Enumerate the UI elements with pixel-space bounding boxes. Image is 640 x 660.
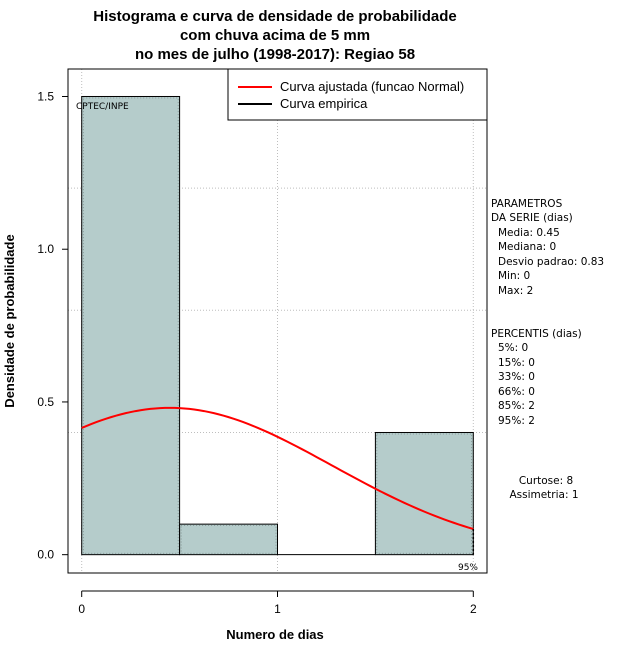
histogram-bar-3 [374,431,474,556]
percentile-95-label: 95% [458,563,478,573]
y-tick-label-0: 0.0 [37,548,54,562]
assimetria-label: Assimetria: 1 [509,489,578,501]
percentil-33: 33%: 0 [498,371,535,383]
x-tick-label-0: 0 [78,602,85,616]
y-tick-label-1: 0.5 [37,395,54,409]
fitted-normal-curve [81,406,474,530]
percentil-85: 85%: 2 [498,400,535,412]
legend-fitted-label: Curva ajustada (funcao Normal) [280,79,464,94]
curves [81,406,475,555]
histogram-bar-1 [179,523,278,556]
histogram-bars [81,95,474,556]
param-mediana: Mediana: 0 [498,241,556,253]
title-line-1: Histograma e curva de densidade de proba… [93,8,456,25]
statistics-panel: PARAMETROS DA SERIE (dias) Media: 0.45 M… [491,198,604,501]
y-tick-label-3: 1.5 [37,89,54,103]
curtose-label: Curtose: 8 [519,475,573,487]
percentil-66: 66%: 0 [498,386,535,398]
params-header-2: DA SERIE (dias) [491,212,573,224]
legend: Curva ajustada (funcao Normal) Curva emp… [227,68,488,121]
x-tick-label-2: 2 [470,602,477,616]
percentil-5: 5%: 0 [498,342,528,354]
histogram-bar-inner-3 [376,433,473,554]
percentil-15: 15%: 0 [498,357,535,369]
percentis-header: PERCENTIS (dias) [491,328,582,340]
title-line-2: com chuva acima de 5 mm [180,27,370,44]
histogram-bar-inner-1 [180,525,277,554]
params-header-1: PARAMETROS [491,198,563,210]
legend-box [227,68,488,121]
legend-empirical-label: Curva empirica [280,96,368,111]
param-desvio: Desvio padrao: 0.83 [498,256,604,268]
param-max: Max: 2 [498,285,533,297]
percentil-95: 95%: 2 [498,415,535,427]
source-label: CPTEC/INPE [76,102,129,112]
y-tick-label-2: 1.0 [37,242,54,256]
x-tick-label-1: 1 [274,602,281,616]
param-media: Media: 0.45 [498,227,560,239]
histogram-bar-inner-0 [82,97,179,554]
axes: 0 1 2 0.0 0.5 1.0 1.5 [37,89,477,616]
param-min: Min: 0 [498,270,530,282]
title-line-3: no mes de julho (1998-2017): Regiao 58 [135,46,415,63]
histogram-bar-0 [81,95,181,556]
x-axis-label: Numero de dias [226,627,324,642]
y-axis-label: Densidade de probabilidade [2,234,17,407]
chart-title: Histograma e curva de densidade de proba… [93,8,456,63]
